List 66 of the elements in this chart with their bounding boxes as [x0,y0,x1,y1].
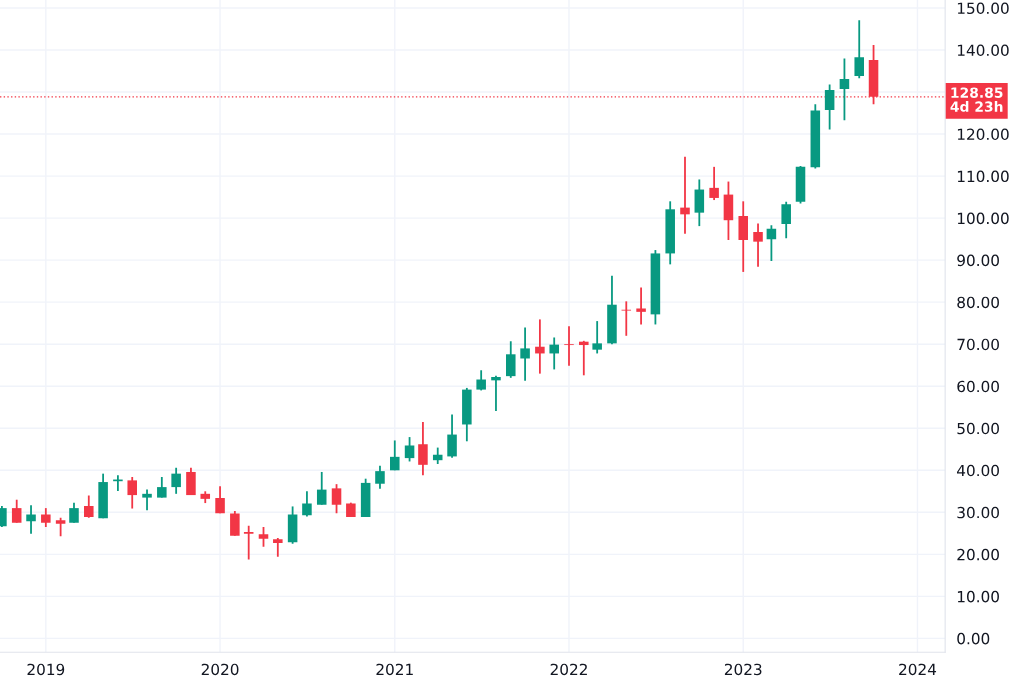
candlestick [316,471,327,506]
candlestick [839,57,850,122]
y-tick-label: 150.00 [957,2,1009,15]
y-tick-label: 60.00 [957,380,999,393]
candlestick [41,507,51,528]
y-tick-label: 90.00 [957,254,999,267]
y-tick-label: 120.00 [957,128,1009,141]
candlestick [230,510,240,537]
candlestick [592,320,602,355]
candlestick [824,83,835,131]
y-tick-label: 10.00 [957,590,999,603]
y-tick-label: 110.00 [957,170,1009,183]
candlestick [564,325,574,367]
candlestick [535,318,545,375]
candlestick [505,340,516,379]
y-tick-label: 0.00 [957,632,990,645]
candlestick [636,286,646,326]
x-tick-label: 2023 [724,663,762,676]
y-tick-label: 30.00 [957,506,999,519]
y-tick-label: 20.00 [957,548,999,561]
candlestick [579,339,589,377]
candlestick [258,526,269,548]
candlestick [404,436,415,463]
y-tick-label: 100.00 [957,212,1009,225]
candlestick [375,464,385,490]
candlestick [549,336,559,371]
candlestick [171,466,181,495]
candlestick [127,476,137,510]
y-tick-label: 70.00 [957,338,999,351]
ref-line-label: 128.85 4d 23h [950,87,1003,112]
y-tick-label: 80.00 [957,296,999,309]
candlestick [738,200,749,273]
candlestick [781,200,791,240]
candlestick [709,165,719,201]
candlestick [142,488,152,512]
candlestick [680,155,690,235]
candlestick [157,476,167,499]
candlestick [26,504,36,535]
x-tick-label: 2022 [550,663,587,676]
x-tick-label: 2019 [27,663,65,676]
candlestick [621,300,632,337]
x-tick-label: 2024 [899,663,937,676]
x-tick-label: 2021 [376,663,413,676]
candlestick [753,222,763,268]
candlestick [69,501,79,524]
x-tick-label: 2020 [201,663,239,676]
candlestick [418,421,428,477]
candlestick [11,498,22,524]
candlestick [55,516,66,538]
candlestick [389,439,400,472]
y-tick-label: 50.00 [957,422,999,435]
y-tick-label: 40.00 [957,464,999,477]
candlestick [215,485,225,515]
candlestick [854,19,864,80]
candlestick [766,224,777,262]
candlestick [273,537,283,558]
candlestick [302,490,312,518]
candlestick [694,178,705,228]
candlestick [331,483,342,515]
candlestick [84,494,94,519]
candlestick [243,524,254,561]
candlestick [186,466,196,496]
y-tick-label: 140.00 [957,44,1009,57]
candlestick [447,413,457,459]
candlestick [491,374,501,412]
candlestick [520,326,530,382]
